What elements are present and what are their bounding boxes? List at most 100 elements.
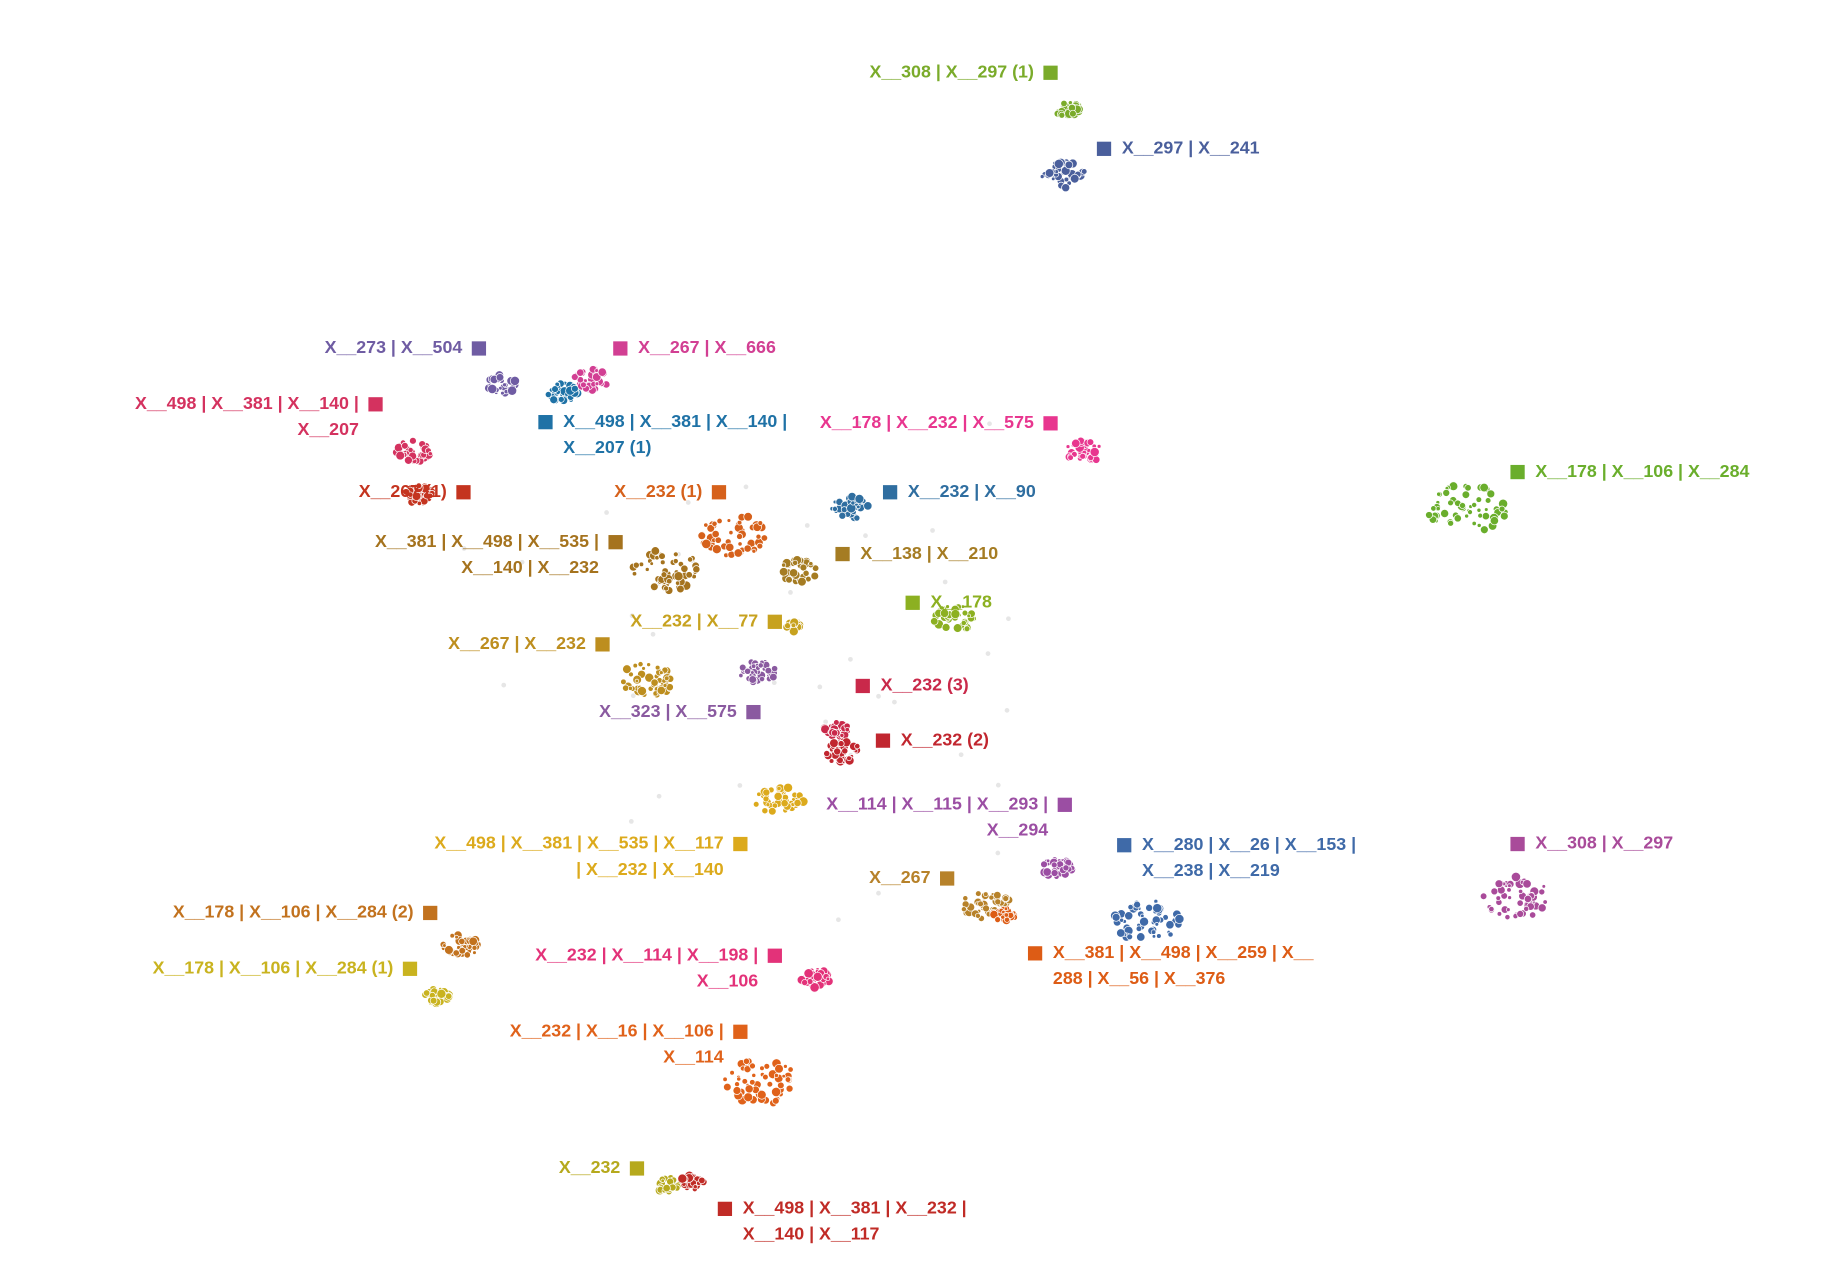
- cluster-label: X__267: [869, 867, 931, 887]
- cluster-label: X__498 | X__381 | X__140 |: [135, 393, 359, 413]
- cluster-node: [427, 451, 433, 457]
- cluster-node: [1116, 928, 1126, 938]
- cluster-label: X__140 | X__232: [461, 557, 599, 577]
- cluster-node: [404, 455, 413, 465]
- cluster: X__178 | X__232 | X__575: [820, 412, 1102, 464]
- cluster-node: [846, 503, 857, 514]
- cluster-node: [810, 571, 820, 581]
- cluster-label: X__106: [697, 971, 759, 991]
- cluster-node: [833, 747, 842, 756]
- background-node: [519, 559, 525, 565]
- cluster: X__498 | X__381 | X__140 | X__207 (1): [538, 379, 787, 457]
- cluster-node: [472, 950, 477, 955]
- background-node: [987, 421, 992, 427]
- cluster-node: [945, 604, 950, 609]
- cluster-node: [758, 675, 766, 683]
- cluster-node: [1507, 883, 1512, 888]
- cluster-node: [1484, 507, 1489, 512]
- cluster-node: [743, 512, 753, 522]
- cluster-node: [778, 567, 789, 577]
- cluster-label: X__323 | X__575: [599, 701, 737, 721]
- cluster-node: [458, 947, 466, 955]
- cluster-node: [1440, 509, 1450, 518]
- cluster-node: [738, 672, 744, 679]
- cluster-node: [638, 561, 645, 568]
- cluster-label: X__114: [663, 1047, 724, 1067]
- cluster-node: [1542, 899, 1548, 905]
- cluster: X__178 | X__106 | X__284 (1): [153, 958, 454, 1008]
- cluster-node: [760, 534, 769, 542]
- cluster-node: [1050, 861, 1058, 869]
- cluster-node: [744, 667, 752, 675]
- cluster-node: [1476, 522, 1482, 528]
- cluster-label: X__232 (3): [881, 675, 969, 695]
- legend-square: [423, 905, 438, 921]
- background-node: [863, 533, 868, 539]
- cluster-node: [785, 576, 793, 584]
- cluster-node: [757, 662, 764, 669]
- cluster-node: [1464, 513, 1470, 519]
- cluster-node: [677, 1173, 688, 1184]
- cluster-node: [930, 617, 939, 626]
- cluster-label: X__498 | X__381 | X__140 |: [563, 411, 787, 431]
- cluster-node: [1165, 920, 1175, 930]
- cluster-node: [749, 1062, 756, 1070]
- legend-square: [613, 341, 628, 356]
- cluster-label: X__178 | X__106 | X__284: [1535, 461, 1749, 481]
- background-node: [743, 484, 749, 490]
- cluster-node: [1096, 444, 1102, 449]
- background-node: [876, 693, 881, 699]
- cluster-node: [750, 670, 755, 675]
- cluster-label: X__232 (1): [614, 481, 702, 501]
- cluster: X__280 | X__26 | X__153 | X__238 | X__219: [1110, 834, 1356, 942]
- legend-square: [1510, 836, 1525, 852]
- legend-square: [608, 535, 623, 550]
- cluster-node: [697, 531, 707, 540]
- cluster-node: [732, 1086, 742, 1095]
- cluster-node: [632, 662, 638, 669]
- legend-square: [1057, 797, 1072, 812]
- cluster-node: [952, 623, 963, 633]
- cluster-node: [1133, 900, 1141, 909]
- background-node: [737, 783, 743, 788]
- cluster-node: [1479, 892, 1488, 900]
- legend-square: [402, 961, 418, 976]
- cluster-node: [809, 982, 820, 993]
- cluster-node: [658, 670, 664, 676]
- legend-square: [711, 485, 727, 500]
- legend-square: [746, 704, 761, 720]
- cluster-node: [663, 675, 670, 682]
- cluster-node: [1459, 502, 1466, 509]
- cluster-node: [407, 491, 414, 498]
- cluster-node: [726, 518, 732, 523]
- cluster-node: [1069, 173, 1080, 184]
- cluster: X__267 (1): [359, 481, 471, 507]
- cluster-node: [829, 738, 839, 748]
- cluster-node: [756, 791, 762, 797]
- cluster: X__138 | X__210: [778, 543, 998, 587]
- cluster-node: [1086, 438, 1095, 446]
- cluster-node: [706, 524, 715, 533]
- background-node: [1004, 708, 1010, 713]
- cluster-node: [463, 951, 471, 959]
- cluster-node: [975, 912, 981, 919]
- cluster-node: [1069, 109, 1077, 118]
- cluster-node: [966, 613, 971, 619]
- cluster-label: X__308 | X__297 (1): [869, 61, 1033, 81]
- cluster: X__498 | X__381 | X__232 | X__140 | X__11…: [677, 1170, 967, 1244]
- cluster-node: [1479, 482, 1489, 493]
- cluster-node: [1053, 158, 1064, 169]
- cluster-node: [975, 890, 982, 897]
- cluster-node: [662, 1183, 671, 1193]
- cluster-node: [1489, 516, 1499, 526]
- cluster-node: [692, 1184, 698, 1190]
- cluster-node: [784, 1076, 792, 1083]
- cluster-node: [1003, 912, 1009, 918]
- cluster-label: X__297 | X__241: [1122, 138, 1260, 158]
- cluster-node: [759, 1065, 765, 1071]
- cluster-node: [725, 542, 735, 552]
- cluster-node: [1003, 906, 1009, 911]
- cluster-label: X__114 | X__115 | X__293 |: [826, 794, 1048, 814]
- cluster-node: [660, 1178, 665, 1183]
- cluster-node: [1119, 917, 1125, 923]
